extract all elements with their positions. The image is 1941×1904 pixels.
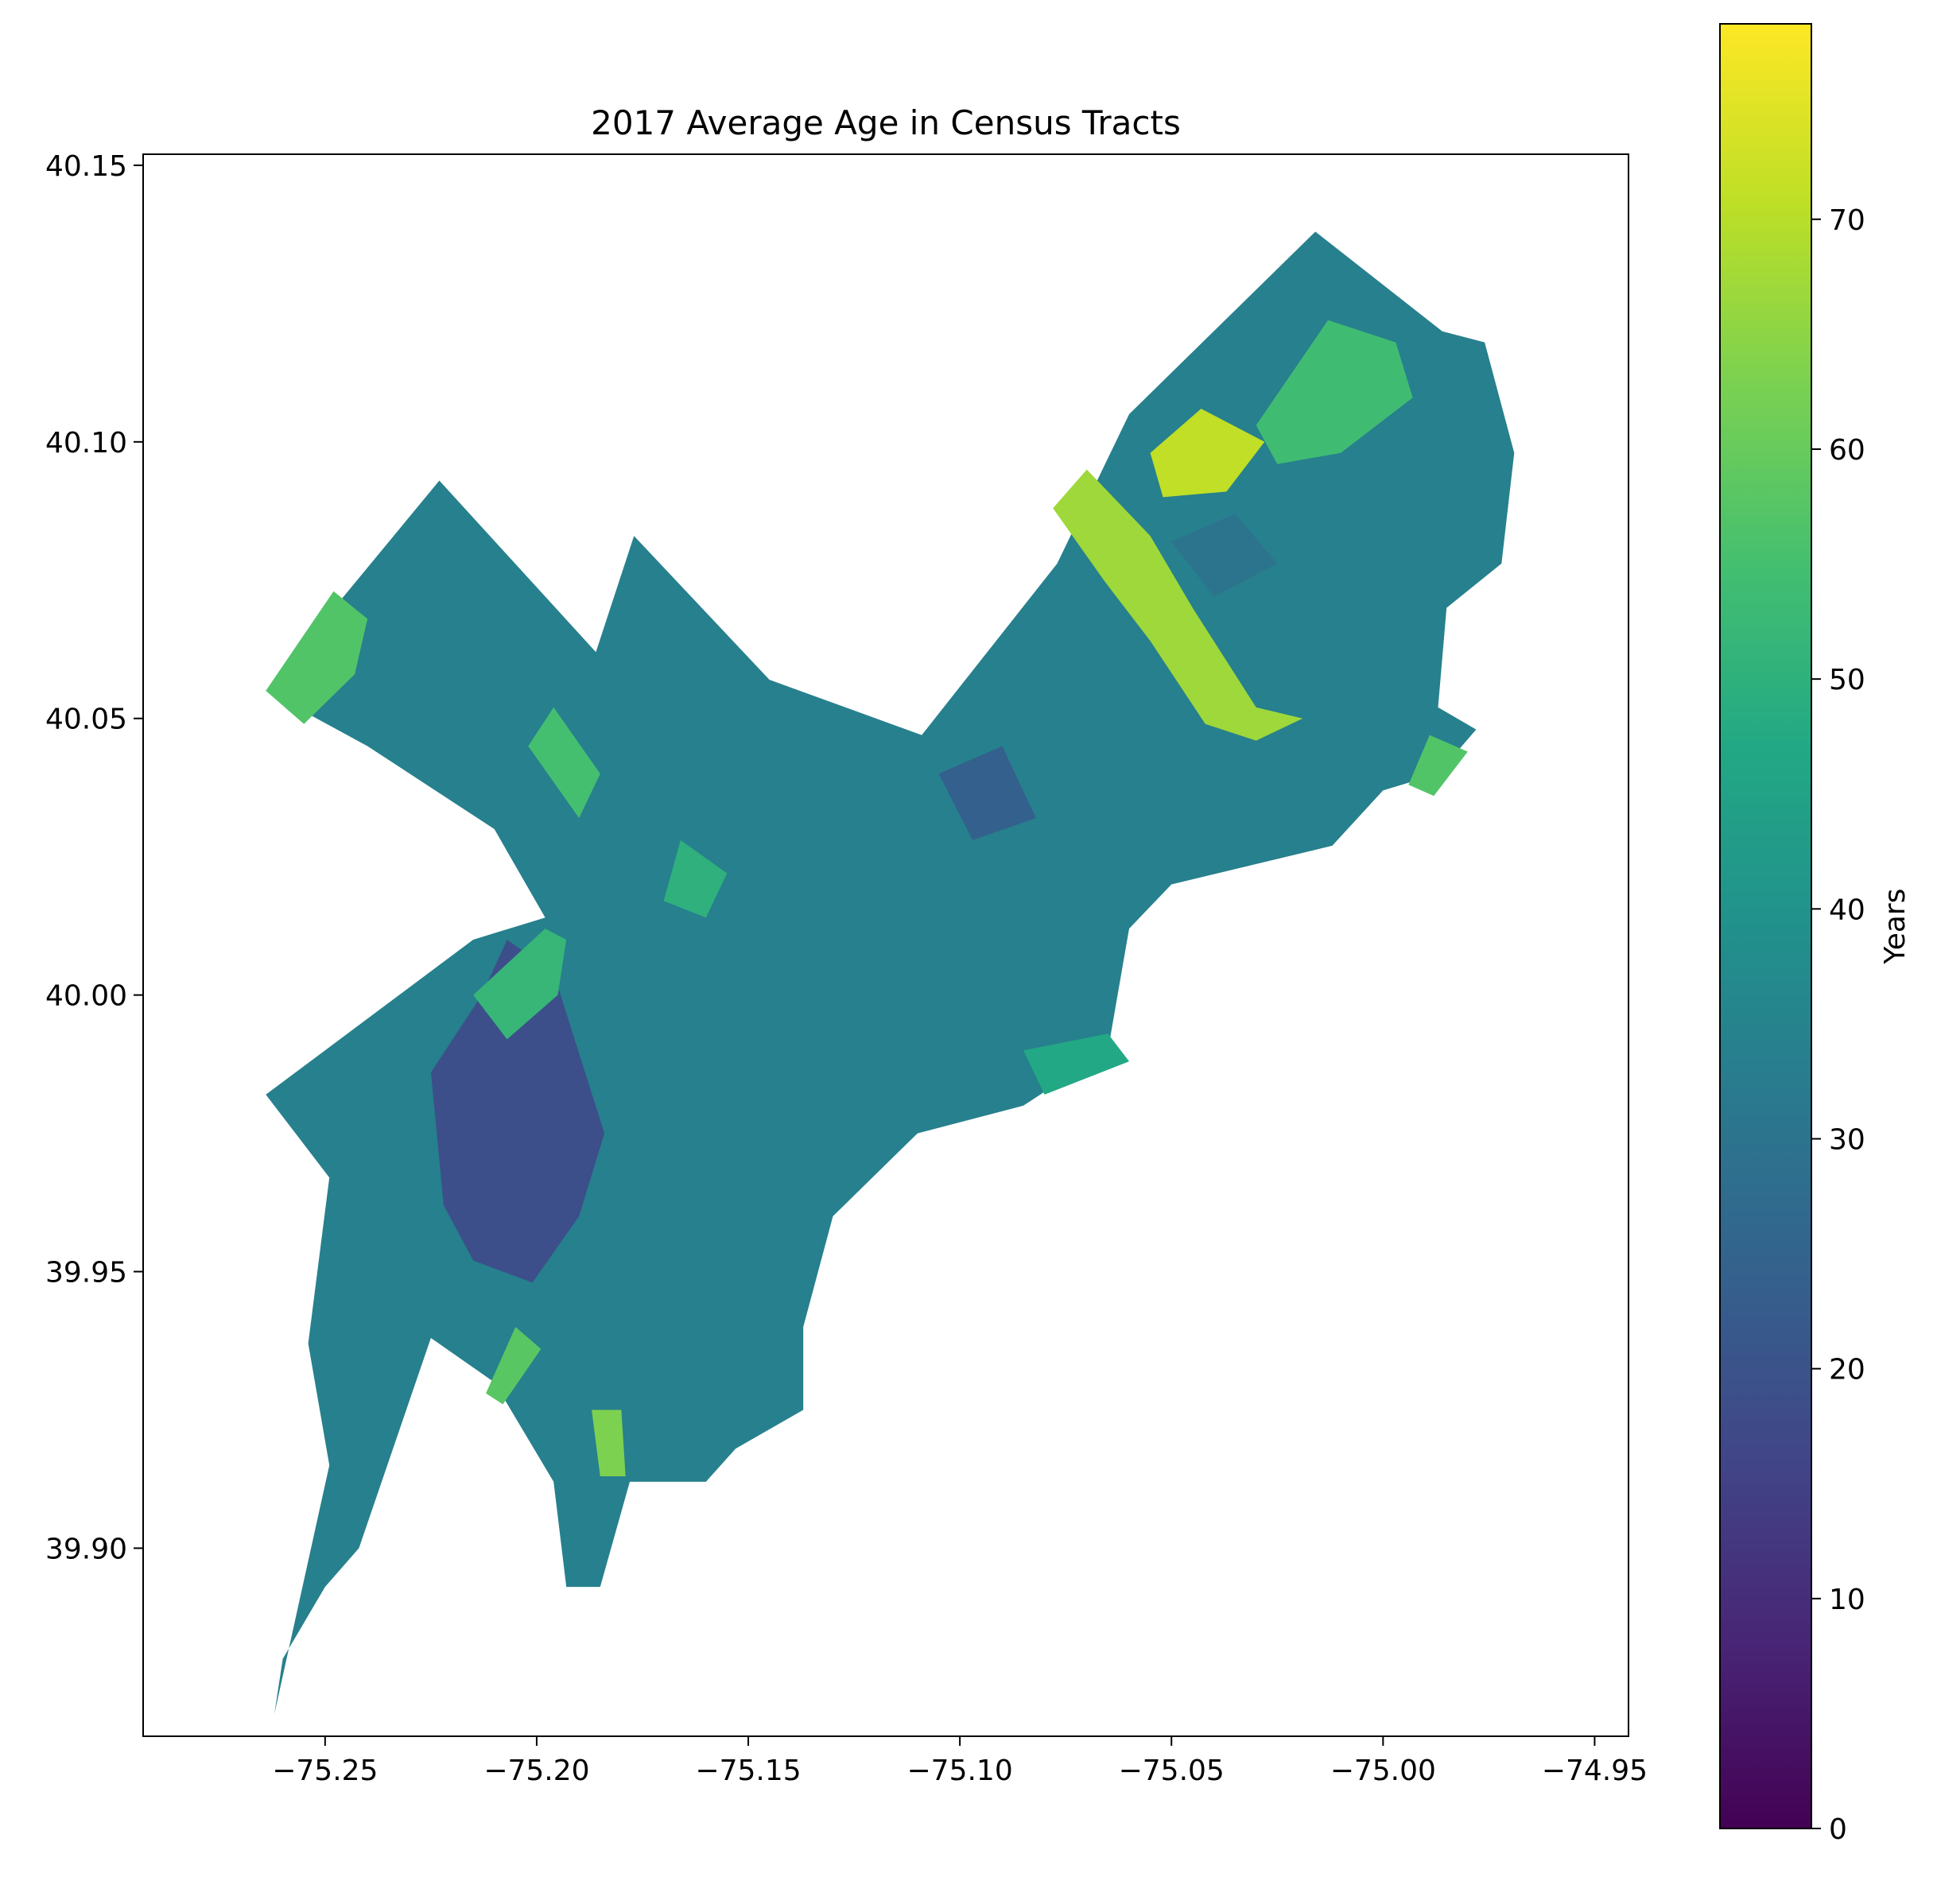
colorbar: 0 10 20 30 40 50 60 70 Years	[1719, 23, 1912, 1846]
colorbar-tick-label: 60	[1829, 434, 1865, 467]
colorbar-label: Years	[1879, 889, 1912, 965]
x-tick-label: −75.05	[1119, 1755, 1225, 1787]
x-axis: −75.25 −75.20 −75.15 −75.10 −75.05 −75.00 −74.…	[272, 1736, 1648, 1787]
plot-frame	[142, 153, 1629, 1737]
y-tick-label: 40.15	[45, 150, 127, 183]
census-tract-region	[1023, 1033, 1129, 1095]
census-tract-region	[938, 746, 1036, 840]
map-layer	[266, 231, 1515, 1715]
census-tract-region	[1150, 409, 1265, 498]
x-tick-label: −74.95	[1542, 1755, 1648, 1787]
colorbar-tick-label: 10	[1829, 1584, 1865, 1616]
colorbar-tick-label: 50	[1829, 664, 1865, 696]
x-tick-label: −75.20	[483, 1755, 589, 1787]
y-tick-label: 39.95	[45, 1257, 127, 1289]
colorbar-ticks: 0 10 20 30 40 50 60 70	[1811, 204, 1865, 1846]
colorbar-frame	[1719, 23, 1812, 1829]
chart-title: 2017 Average Age in Census Tracts	[591, 103, 1181, 142]
x-tick-label: −75.25	[272, 1755, 378, 1787]
colorbar-tick-label: 70	[1829, 204, 1865, 237]
census-tract-region	[486, 1327, 542, 1405]
y-axis: 39.90 39.95 40.00 40.05 40.10 40.15	[45, 150, 143, 1565]
x-tick-label: −75.10	[907, 1755, 1013, 1787]
census-tract-region	[266, 591, 368, 724]
y-tick-label: 40.10	[45, 427, 127, 460]
colorbar-gradient	[1720, 24, 1811, 1828]
census-tract-region	[1171, 514, 1278, 597]
y-tick-label: 39.90	[45, 1533, 127, 1565]
census-tract-region	[592, 1410, 626, 1476]
colorbar-tick-label: 30	[1829, 1123, 1865, 1156]
colorbar-tick-label: 20	[1829, 1354, 1865, 1386]
census-tract-region	[1053, 469, 1303, 741]
census-tract-region	[663, 840, 728, 918]
colorbar-tick-label: 0	[1829, 1813, 1847, 1846]
colorbar-tick-label: 40	[1829, 894, 1865, 926]
census-tract-region	[430, 940, 605, 1283]
census-tract-region	[528, 707, 600, 818]
x-tick-label: −75.00	[1330, 1755, 1436, 1787]
city-boundary-region	[266, 231, 1515, 1715]
census-tract-region	[1256, 320, 1413, 464]
census-tract-region	[473, 929, 567, 1040]
census-tract-region	[1408, 735, 1468, 797]
x-tick-label: −75.15	[695, 1755, 801, 1787]
y-tick-label: 40.00	[45, 980, 127, 1013]
y-tick-label: 40.05	[45, 704, 127, 736]
